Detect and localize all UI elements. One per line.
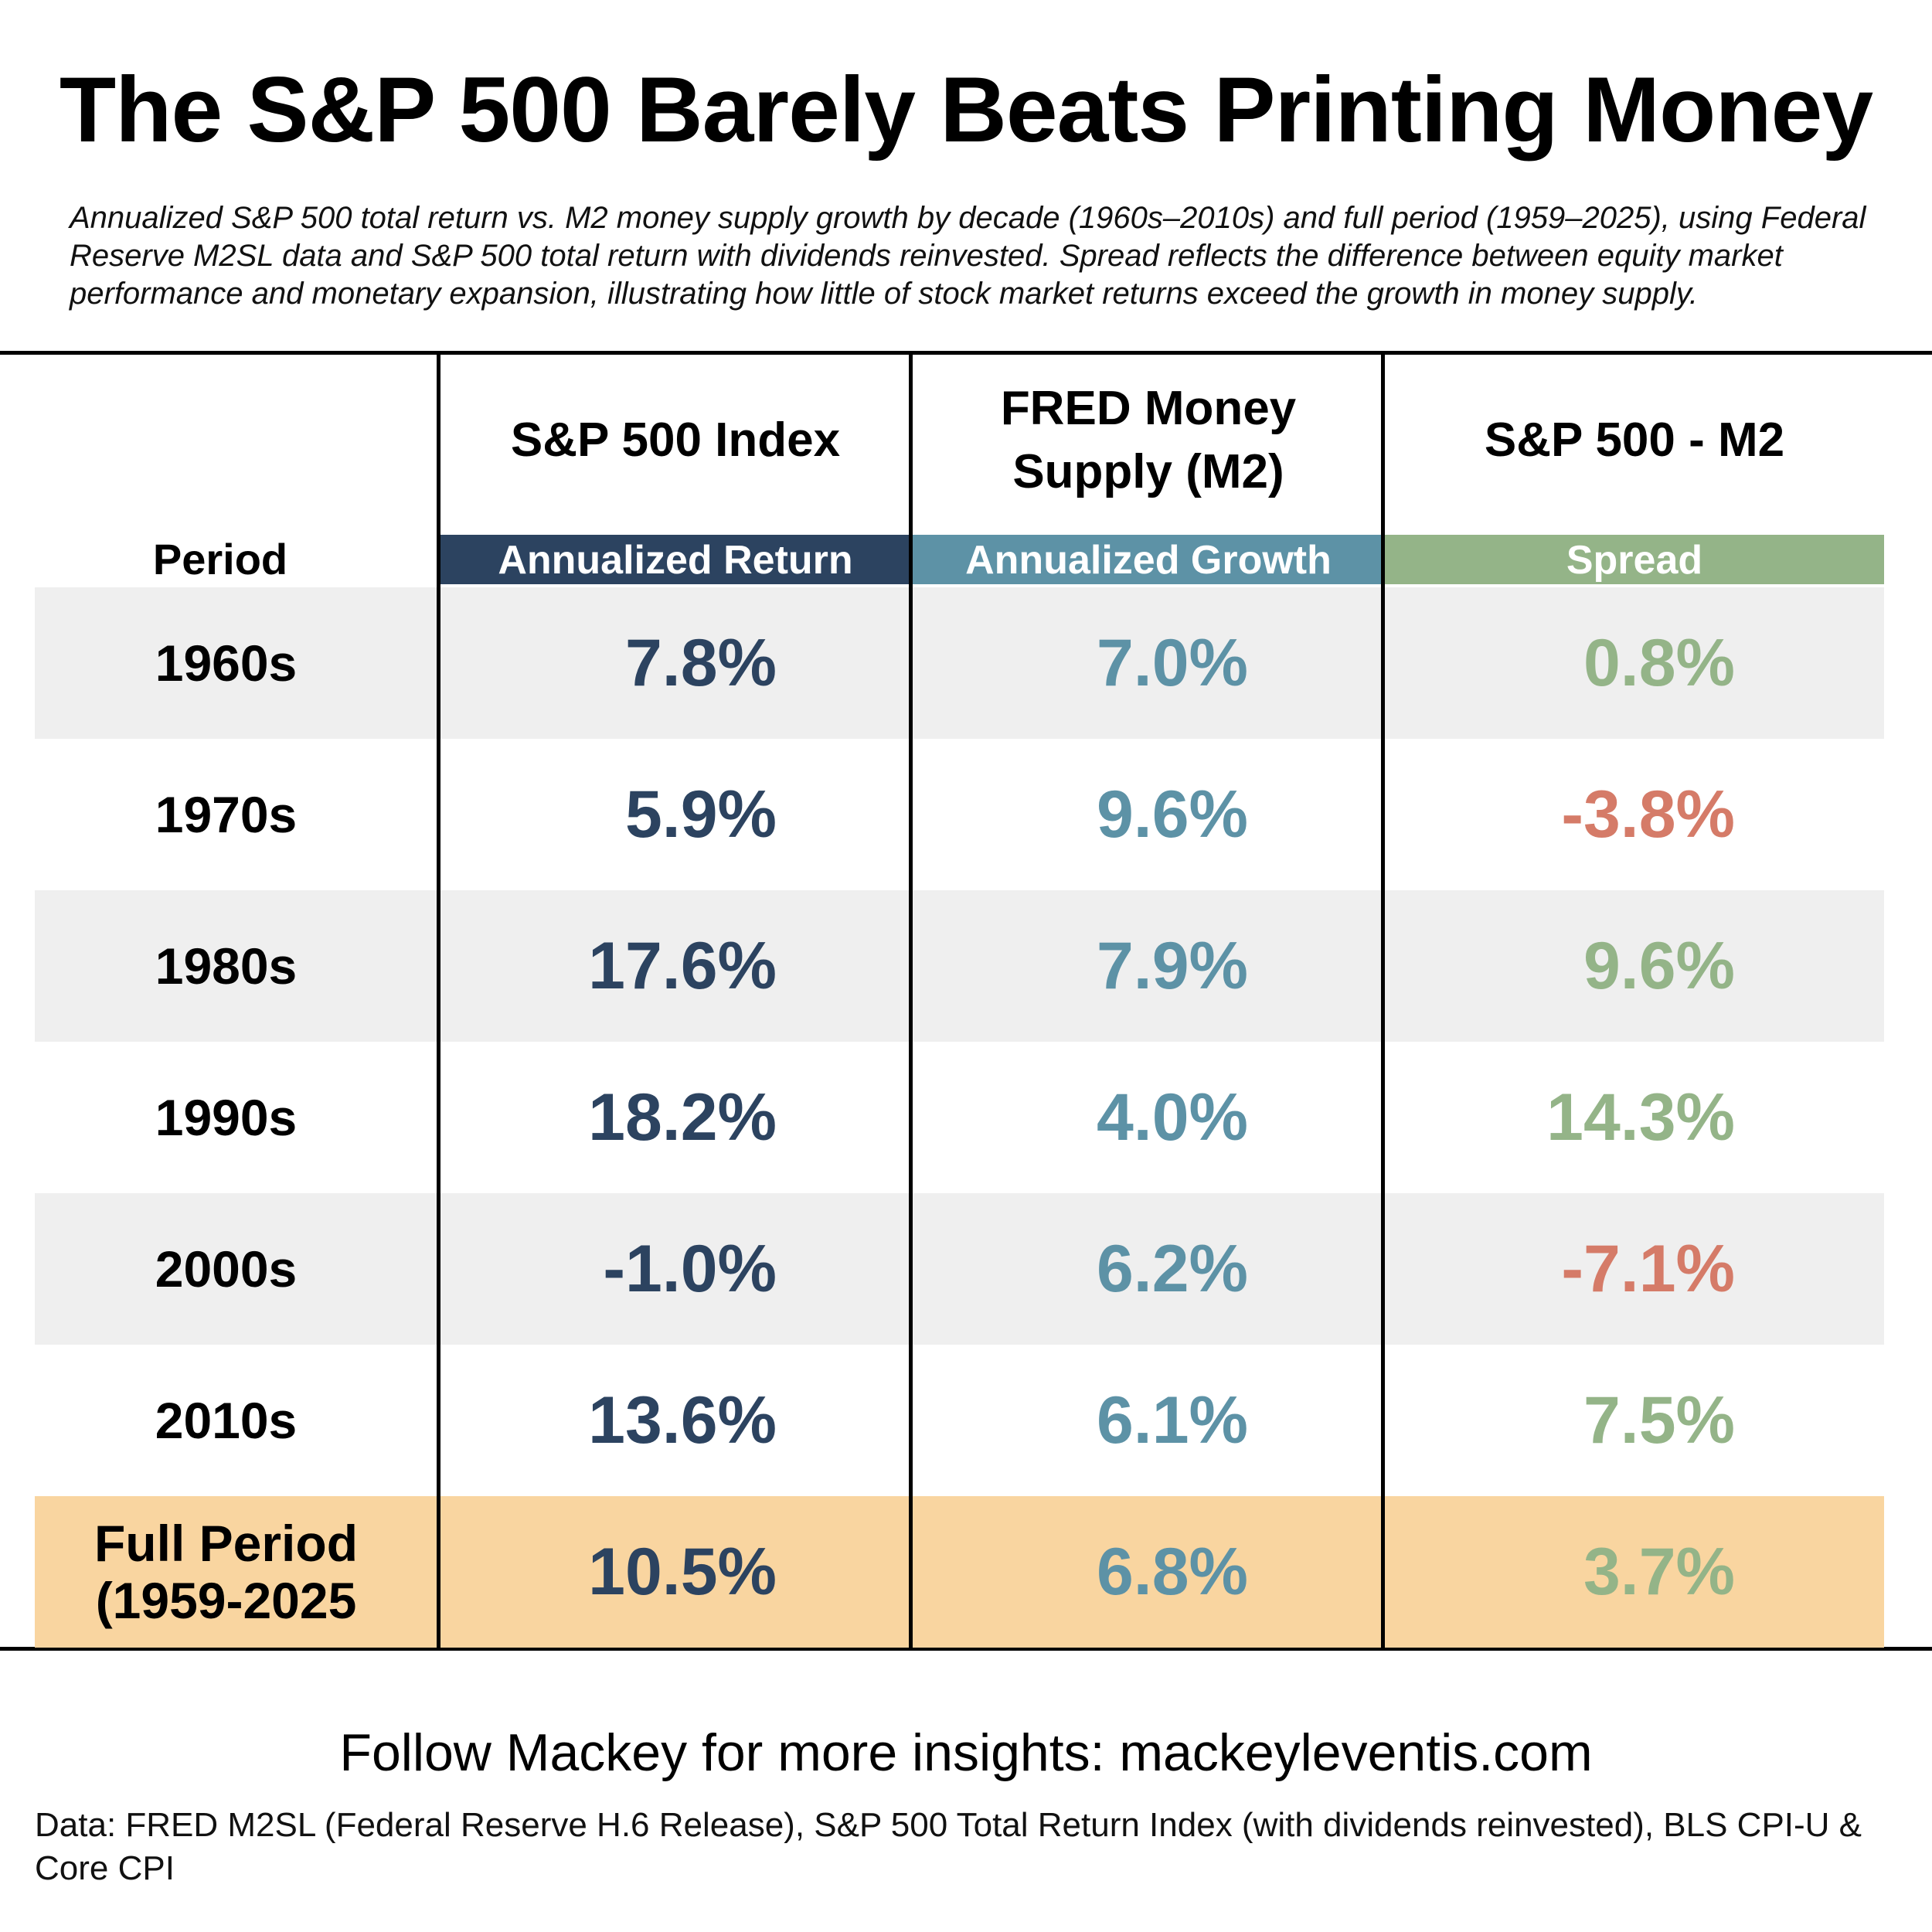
spread-value: -3.8%: [1561, 777, 1735, 852]
sp500-return: 18.2%: [588, 1080, 777, 1155]
m2-growth: 6.2%: [1096, 1232, 1248, 1306]
spread-value: 3.7%: [1583, 1535, 1735, 1609]
period-label: 2010s: [155, 1392, 298, 1449]
table-row: [35, 587, 1884, 739]
column-divider: [1381, 352, 1385, 1651]
m2-growth: 9.6%: [1096, 777, 1248, 852]
period-label: 1990s: [155, 1089, 298, 1146]
chart-subtitle: Annualized S&P 500 total return vs. M2 m…: [70, 201, 1866, 311]
spread-value: 7.5%: [1583, 1383, 1735, 1458]
spread-value: 14.3%: [1546, 1080, 1735, 1155]
table-row: [35, 890, 1884, 1042]
spread-value: 0.8%: [1583, 626, 1735, 700]
m2-growth: 6.8%: [1096, 1535, 1248, 1609]
column-divider: [437, 352, 440, 1651]
sp500-return: 5.9%: [624, 777, 777, 852]
column-header-m2: FRED Money Supply (M2): [1000, 382, 1297, 498]
sp500-return: 17.6%: [588, 929, 777, 1003]
footer-cta: Follow Mackey for more insights: mackeyl…: [339, 1723, 1593, 1782]
chart-title: The S&P 500 Barely Beats Printing Money: [59, 58, 1873, 162]
table-row-full-period: [35, 1496, 1884, 1648]
subheader-annualized-return: Annualized Return: [439, 535, 912, 584]
m2-growth: 4.0%: [1096, 1080, 1248, 1155]
column-divider: [909, 352, 913, 1651]
table-bottom-border: [0, 1647, 1932, 1651]
column-header-sp500: S&P 500 Index: [510, 413, 841, 467]
subheader-annualized-growth: Annualized Growth: [912, 535, 1385, 584]
m2-growth: 6.1%: [1096, 1383, 1248, 1458]
column-header-spread: S&P 500 - M2: [1484, 413, 1785, 467]
table-row: [35, 1193, 1884, 1345]
m2-growth: 7.0%: [1096, 626, 1248, 700]
period-column-header: Period: [152, 535, 288, 583]
spread-value: -7.1%: [1561, 1232, 1735, 1306]
period-label: 1980s: [155, 937, 298, 995]
subheader-spread: Spread: [1385, 535, 1884, 584]
sp500-return: 7.8%: [624, 626, 777, 700]
m2-growth: 7.9%: [1096, 929, 1248, 1003]
period-label: 2000s: [155, 1240, 298, 1298]
sp500-return: 13.6%: [588, 1383, 777, 1458]
spread-value: 9.6%: [1583, 929, 1735, 1003]
period-label: 1970s: [155, 786, 298, 843]
table-top-border: [0, 351, 1932, 355]
sp500-return: 10.5%: [588, 1535, 777, 1609]
footer-source: Data: FRED M2SL (Federal Reserve H.6 Rel…: [35, 1806, 1862, 1887]
period-label: 1960s: [155, 634, 298, 692]
sp500-return: -1.0%: [603, 1232, 777, 1306]
period-label: Full Period (1959-2025: [94, 1515, 359, 1629]
